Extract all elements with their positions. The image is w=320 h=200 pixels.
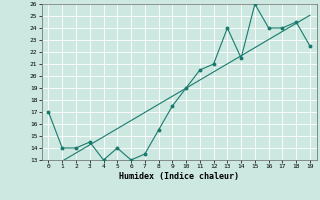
X-axis label: Humidex (Indice chaleur): Humidex (Indice chaleur): [119, 172, 239, 181]
